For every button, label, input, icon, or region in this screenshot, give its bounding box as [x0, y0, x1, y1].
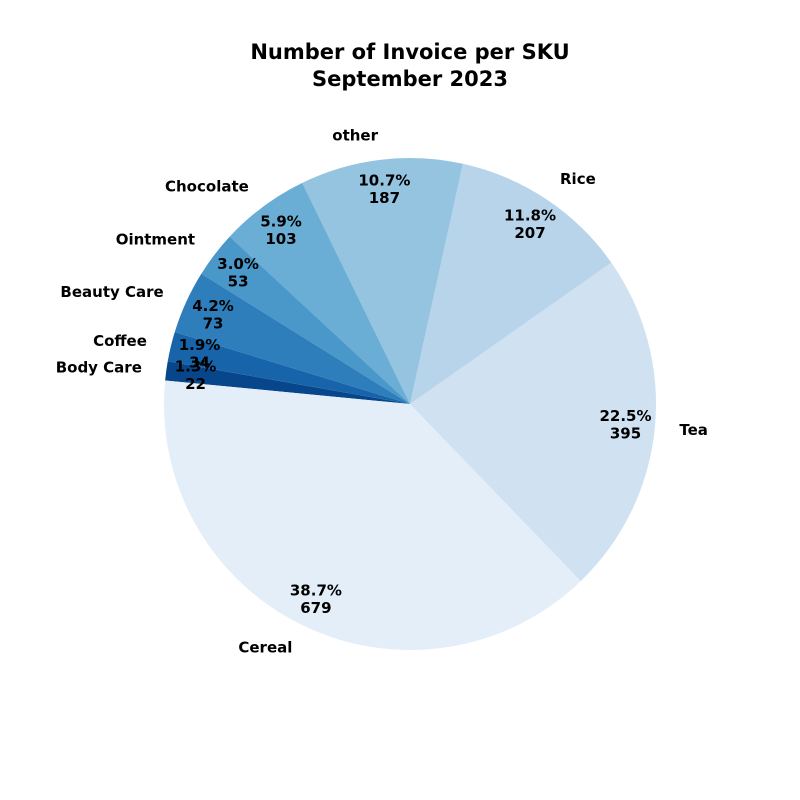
slice-label-other: other — [332, 126, 378, 144]
slice-label-ointment: Ointment — [116, 231, 195, 249]
slice-value-chocolate: 103 — [265, 230, 296, 248]
slice-label-cereal: Cereal — [238, 639, 292, 657]
slice-percent-body-care: 1.3% — [175, 357, 217, 375]
pie-slice-rice — [410, 163, 612, 404]
chart-title-line-2: September 2023 — [312, 67, 508, 91]
pie-slice-cereal — [164, 380, 581, 650]
pie-slices — [164, 158, 656, 650]
slice-label-rice: Rice — [560, 170, 596, 188]
slice-value-rice: 207 — [514, 224, 545, 242]
chart-title-line-1: Number of Invoice per SKU — [250, 40, 570, 64]
slice-percent-coffee: 1.9% — [179, 336, 221, 354]
pie-slice-coffee — [167, 332, 410, 404]
pie-slice-other — [302, 158, 463, 404]
slice-value-beauty-care: 73 — [203, 314, 224, 332]
slice-value-cereal: 679 — [300, 599, 331, 617]
slice-percent-chocolate: 5.9% — [260, 213, 302, 231]
pie-slice-beauty-care — [174, 273, 410, 404]
slice-percent-other: 10.7% — [358, 172, 410, 190]
slice-label-beauty-care: Beauty Care — [60, 283, 163, 301]
slice-value-tea: 395 — [610, 425, 641, 443]
pie-slice-chocolate — [229, 182, 410, 404]
slice-label-tea: Tea — [679, 421, 708, 439]
slice-value-coffee: 34 — [189, 354, 210, 372]
slice-label-body-care: Body Care — [56, 359, 142, 377]
pie-labels: Body Care 1.3%22 Cereal 38.7%679 Tea 22.5%395… — [56, 126, 708, 656]
pie-slice-tea — [410, 262, 656, 582]
slice-percent-ointment: 3.0% — [217, 255, 259, 273]
slice-percent-rice: 11.8% — [504, 206, 556, 224]
slice-label-chocolate: Chocolate — [165, 178, 249, 196]
slice-percent-tea: 22.5% — [599, 407, 651, 425]
pie-slice-body-care — [165, 361, 410, 404]
pie-slice-ointment — [201, 236, 410, 404]
slice-value-ointment: 53 — [228, 273, 249, 291]
slice-label-coffee: Coffee — [93, 332, 147, 350]
slice-value-body-care: 22 — [185, 375, 206, 393]
slice-value-other: 187 — [369, 189, 400, 207]
slice-percent-beauty-care: 4.2% — [192, 297, 234, 315]
slice-percent-cereal: 38.7% — [290, 582, 342, 600]
